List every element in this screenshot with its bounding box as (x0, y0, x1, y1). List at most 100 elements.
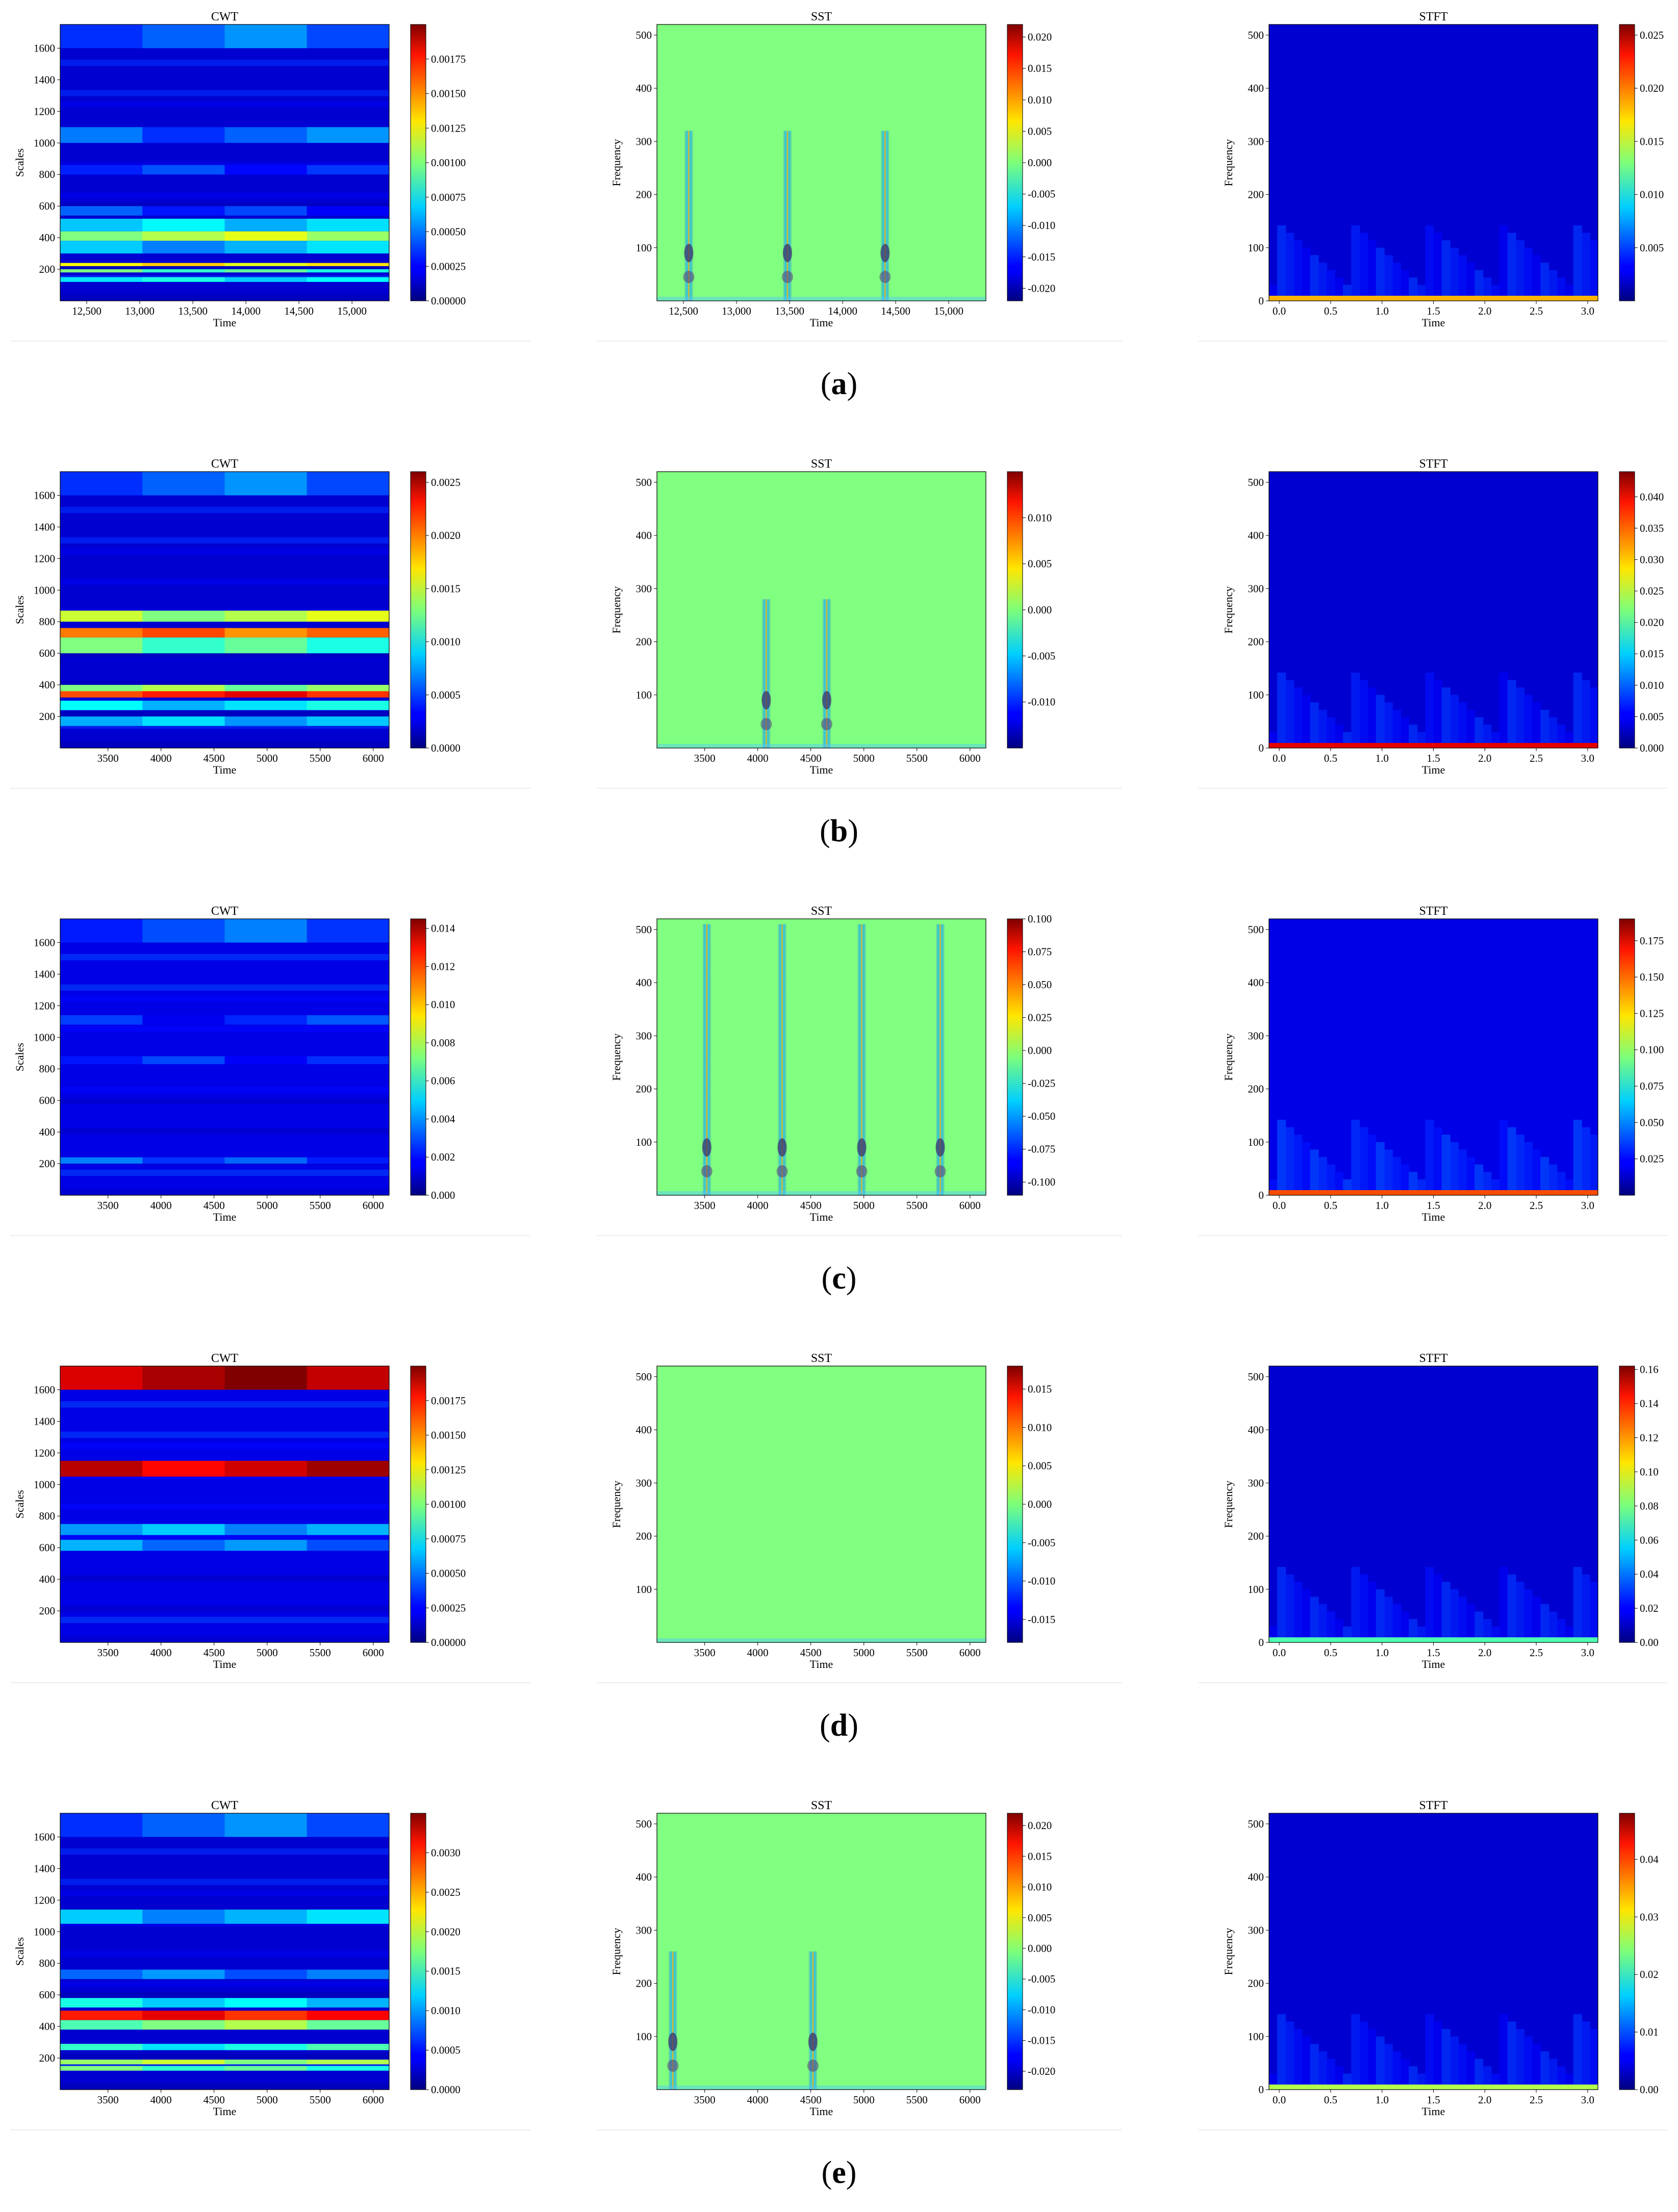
stft-column (1441, 1135, 1451, 1195)
stft-column (1335, 1619, 1344, 1642)
y-tick-label: 300 (636, 1477, 652, 1489)
plot-area (657, 919, 986, 1195)
x-tick-label: 5000 (853, 1199, 875, 1212)
stft-column (1392, 1156, 1401, 1195)
sst-ridge-blob (702, 1138, 711, 1157)
row-divider (597, 341, 1122, 342)
colorbar-tick-label: -0.010 (1028, 1575, 1055, 1587)
heatmap-band (60, 241, 143, 254)
x-tick-label: 1.0 (1376, 305, 1389, 317)
heatmap-band (60, 1128, 389, 1135)
stft-column (1466, 1604, 1476, 1642)
stft-column (1425, 1566, 1434, 1642)
heatmap-band (60, 995, 389, 1002)
stft-column (1335, 277, 1344, 301)
colorbar-tick-label: 0.00125 (431, 1463, 466, 1476)
plot-frame (60, 918, 390, 1196)
stft-column (1376, 1142, 1385, 1195)
x-tick-label: 0.0 (1273, 1199, 1286, 1212)
stft-column (1351, 225, 1360, 301)
heatmap-band (142, 1056, 225, 1064)
heatmap-band (60, 472, 143, 496)
x-tick-label: 1.0 (1376, 752, 1389, 764)
stft-column (1401, 2059, 1410, 2090)
heatmap-band (60, 294, 389, 301)
sst-ridge-blob (934, 1165, 946, 1178)
x-axis-label: Time (1422, 316, 1445, 329)
heatmap-band (60, 1401, 389, 1408)
colorbar-tick-label: 0.00075 (431, 191, 466, 203)
stft-column (1441, 1582, 1451, 1642)
x-axis-label: Time (1422, 763, 1445, 776)
sst-low-band (657, 1191, 986, 1195)
y-tick-label: 300 (636, 1030, 652, 1042)
y-tick-label: 400 (636, 82, 652, 94)
colorbar (410, 918, 426, 1196)
colorbar-tick-label: 0.012 (431, 960, 455, 972)
heatmap-band (142, 206, 225, 216)
stft-column (1450, 1142, 1459, 1195)
plot-frame (656, 24, 986, 301)
heatmap-band (307, 24, 389, 48)
colorbar-tick-label: -0.050 (1028, 1110, 1055, 1122)
stft-column (1326, 1164, 1335, 1195)
heatmap-band (60, 2083, 389, 2090)
stft-column (1532, 2044, 1541, 2090)
y-axis-label: Frequency (1222, 139, 1235, 187)
colorbar-tick-label: 0.00175 (431, 1395, 466, 1407)
plot-frame (60, 471, 390, 749)
heatmap-band (60, 2011, 143, 2020)
plot-area (657, 472, 986, 748)
colorbar-tick-label: 0.100 (1640, 1044, 1664, 1056)
chart-b-stft: STFT 0.0 0.5 1.0 1.5 2.0 2.5 3.0 Time 0 100 200 300 4… (1222, 457, 1664, 776)
colorbar (1619, 918, 1635, 1196)
heatmap-band (307, 2011, 389, 2020)
colorbar-tick-label: 0.02 (1640, 1968, 1659, 1980)
y-tick-label: 0 (1259, 1636, 1264, 1649)
heatmap-band (224, 2020, 308, 2030)
x-tick-label: 4500 (800, 752, 822, 764)
row-divider (597, 2129, 1122, 2130)
heatmap-band (224, 277, 308, 282)
heatmap-band (307, 1813, 389, 1837)
heatmap-band (60, 1189, 389, 1195)
stft-column (1277, 1119, 1286, 1195)
heatmap-band (224, 472, 308, 496)
stft-column (1507, 1127, 1516, 1195)
x-axis-label: Time (213, 316, 237, 329)
heatmap-band (60, 1981, 389, 1988)
x-tick-label: 2.0 (1478, 2094, 1491, 2106)
stft-column (1401, 1164, 1410, 1195)
heatmap-band (142, 1998, 225, 2008)
x-tick-label: 4000 (150, 1199, 172, 1212)
stft-column (1351, 1119, 1360, 1195)
x-tick-label: 4500 (204, 1647, 225, 1659)
heatmap-band (142, 269, 225, 273)
heatmap-band (307, 628, 389, 638)
x-tick-label: 13,000 (125, 305, 155, 317)
heatmap-band (60, 101, 389, 108)
heatmap-band (224, 701, 308, 710)
sst-ridge-blob (761, 691, 771, 710)
stft-column (1573, 672, 1582, 748)
heatmap-band (60, 628, 143, 638)
stft-column (1376, 695, 1385, 748)
colorbar-tick-label: 0.00000 (431, 1636, 466, 1649)
x-tick-label: 4500 (204, 1199, 225, 1212)
x-axis-label: Time (810, 1211, 833, 1223)
heatmap-band (60, 691, 143, 698)
colorbar-tick-label: -0.015 (1028, 251, 1055, 263)
stft-column (1466, 709, 1476, 748)
stft-column (1335, 2066, 1344, 2090)
stft-column (1450, 1589, 1459, 1642)
y-tick-label: 300 (1248, 1030, 1264, 1042)
chart-title: CWT (211, 457, 239, 471)
stft-column (1392, 2051, 1401, 2090)
colorbar-tick-label: 0.12 (1640, 1432, 1659, 1444)
row-divider (10, 341, 530, 342)
plot-area (1269, 919, 1598, 1195)
heatmap-band (142, 2060, 225, 2065)
stft-column (1532, 1597, 1541, 1642)
heatmap-band (60, 506, 389, 513)
heatmap-band (142, 472, 225, 496)
